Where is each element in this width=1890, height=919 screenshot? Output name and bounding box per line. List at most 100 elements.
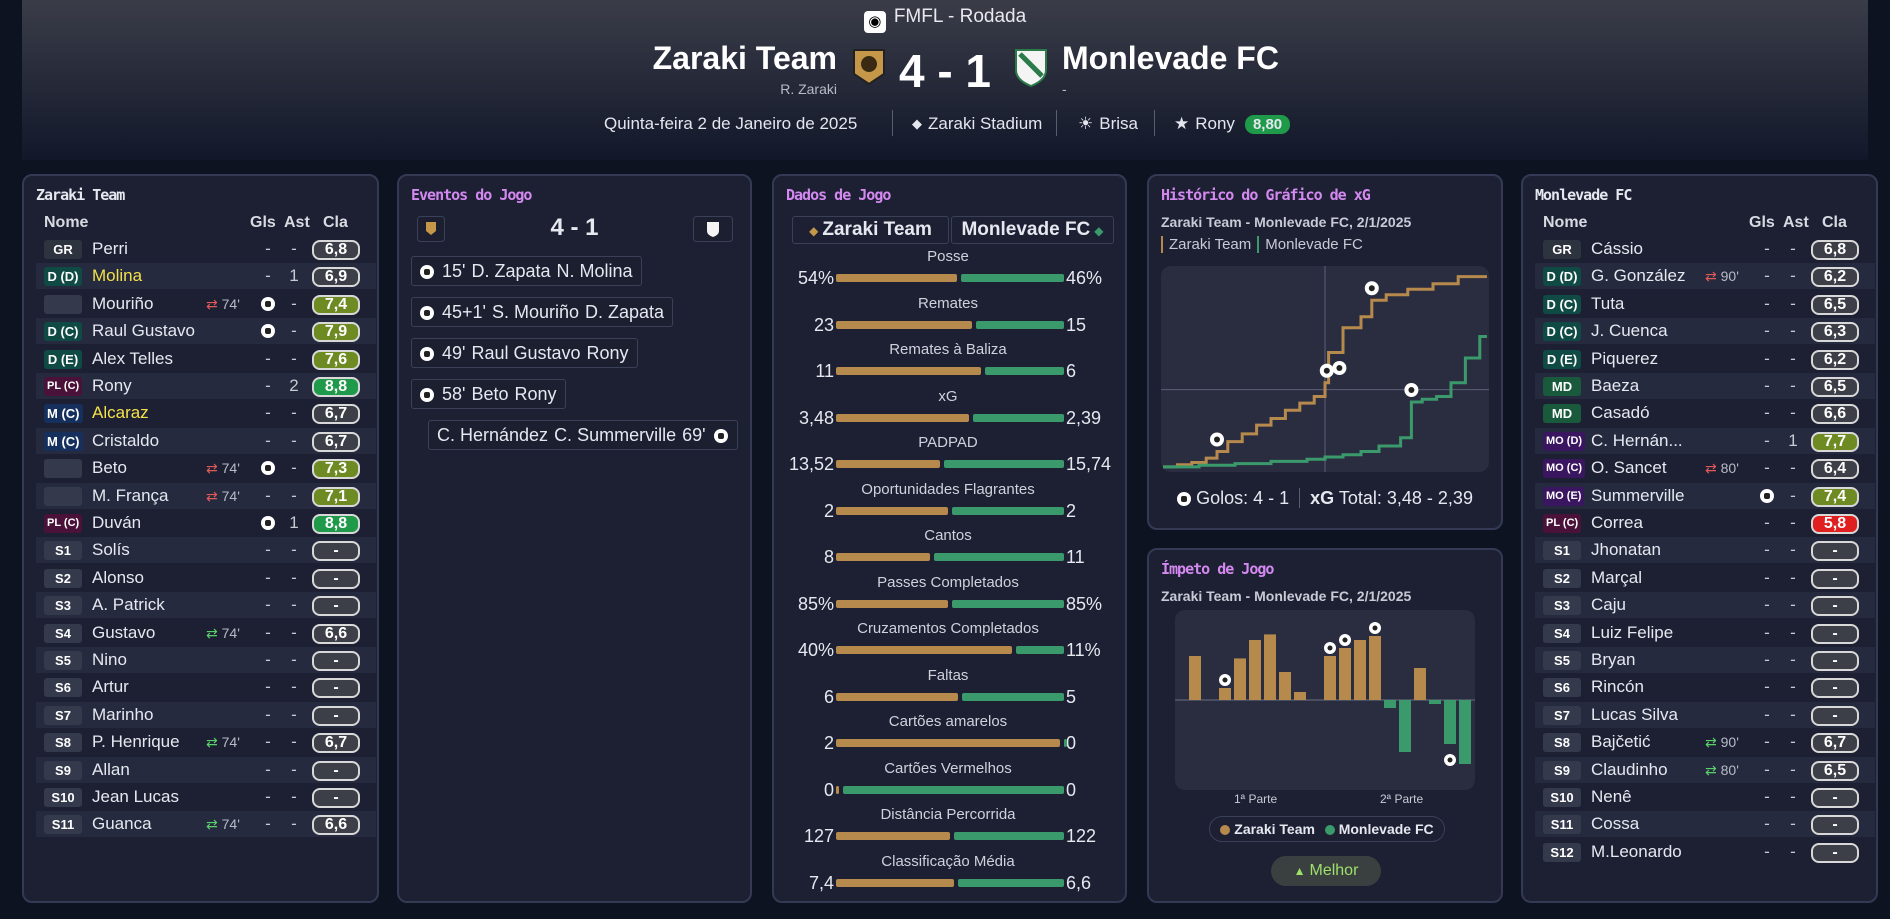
player-name[interactable]: Correa: [1591, 513, 1643, 532]
player-row[interactable]: D (D) Molina -1 6,9: [36, 263, 376, 290]
col-assists[interactable]: Ast: [1783, 214, 1809, 231]
player-name[interactable]: O. Sancet: [1591, 458, 1667, 478]
event-scorer[interactable]: D. Zapata: [471, 261, 551, 281]
player-row[interactable]: S5 Bryan - - -: [1535, 647, 1875, 673]
event-assist[interactable]: N. Molina: [556, 261, 633, 281]
player-name[interactable]: Summerville: [1591, 485, 1685, 505]
col-name[interactable]: Nome: [44, 214, 89, 231]
event-scorer[interactable]: Raul Gustavo: [471, 343, 581, 363]
player-name[interactable]: Alcaraz: [92, 403, 149, 423]
xg-chart[interactable]: [1161, 266, 1489, 472]
player-row[interactable]: S6 Rincón - - -: [1535, 674, 1875, 700]
player-name[interactable]: Jhonatan: [1591, 540, 1661, 560]
goal-event[interactable]: 49' Raul Gustavo Rony: [411, 338, 638, 368]
player-name[interactable]: Guanca: [92, 814, 152, 834]
player-name[interactable]: Nino: [92, 650, 127, 669]
player-name[interactable]: Caju: [1591, 595, 1626, 615]
player-name[interactable]: Luiz Felipe: [1591, 622, 1674, 642]
player-row[interactable]: MD Baeza - -6,5: [1535, 373, 1875, 399]
player-name[interactable]: Baeza: [1591, 376, 1640, 395]
player-row[interactable]: S8 Bajčetić ⇄ 90' - -6,7: [1535, 729, 1875, 755]
home-crest-icon[interactable]: [848, 46, 890, 88]
player-row[interactable]: MO (E) Summerville -7,4: [1535, 482, 1875, 509]
col-rating[interactable]: Cla: [323, 214, 348, 231]
player-row[interactable]: D (E) Piquerez - -6,2: [1535, 346, 1875, 372]
player-row[interactable]: S12 M.Leonardo - - -: [1535, 839, 1875, 865]
player-row[interactable]: S10 Nenê - - -: [1535, 784, 1875, 810]
stats-home-team[interactable]: ◆ Zaraki Team: [792, 216, 949, 244]
player-row[interactable]: S7 Marinho - - -: [36, 701, 376, 728]
momentum-chart[interactable]: [1175, 610, 1475, 790]
player-name[interactable]: Gustavo: [92, 622, 156, 642]
col-name[interactable]: Nome: [1543, 214, 1588, 231]
player-name[interactable]: Cossa: [1591, 814, 1640, 834]
event-assist[interactable]: D. Zapata: [585, 302, 665, 322]
player-name[interactable]: Alonso: [92, 567, 144, 587]
player-name[interactable]: Rincón: [1591, 677, 1644, 697]
col-goals[interactable]: Gls: [1749, 214, 1775, 231]
momentum-legend-away[interactable]: Monlevade FC: [1338, 821, 1434, 837]
player-row[interactable]: S2 Alonso - - -: [36, 565, 376, 591]
player-name[interactable]: Artur: [92, 677, 129, 697]
player-name[interactable]: Mouriño: [92, 293, 154, 313]
player-name[interactable]: Duván: [92, 513, 142, 532]
player-row[interactable]: S1 Jhonatan - - -: [1535, 537, 1875, 564]
player-name[interactable]: Rony: [92, 376, 132, 395]
player-row[interactable]: D (C) Raul Gustavo -7,9: [36, 318, 376, 345]
col-assists[interactable]: Ast: [284, 214, 310, 231]
player-row[interactable]: S2 Marçal - - -: [1535, 565, 1875, 591]
player-name[interactable]: J. Cuenca: [1591, 321, 1668, 341]
player-name[interactable]: Piquerez: [1591, 348, 1659, 368]
player-row[interactable]: S4 Luiz Felipe - - -: [1535, 620, 1875, 646]
goal-event[interactable]: C. Hernández C. Summerville 69': [428, 420, 738, 450]
player-row[interactable]: S1 Solís - - -: [36, 537, 376, 564]
col-rating[interactable]: Cla: [1822, 214, 1847, 231]
player-row[interactable]: D (C) J. Cuenca - -6,3: [1535, 318, 1875, 345]
player-row[interactable]: S7 Lucas Silva - - -: [1535, 701, 1875, 728]
player-name[interactable]: M. França: [92, 485, 169, 505]
player-name[interactable]: Alex Telles: [92, 348, 173, 368]
goal-event[interactable]: 15' D. Zapata N. Molina: [411, 256, 642, 286]
player-name[interactable]: Jean Lucas: [92, 787, 179, 806]
player-row[interactable]: S4 Gustavo ⇄ 74' - -6,6: [36, 620, 376, 646]
player-row[interactable]: S9 Allan - - -: [36, 756, 376, 783]
goal-event[interactable]: 58' Beto Rony: [411, 379, 566, 409]
player-row[interactable]: S6 Artur - - -: [36, 674, 376, 700]
player-row[interactable]: S3 A. Patrick - - -: [36, 592, 376, 619]
xg-legend-away[interactable]: Monlevade FC: [1257, 236, 1363, 253]
player-name[interactable]: Tuta: [1591, 293, 1625, 313]
player-row[interactable]: M (C) Alcaraz - -6,7: [36, 400, 376, 426]
player-row[interactable]: S9 Claudinho ⇄ 80' - -6,5: [1535, 756, 1875, 783]
player-name[interactable]: Claudinho: [1591, 759, 1668, 779]
player-row[interactable]: D (C) Tuta - -6,5: [1535, 291, 1875, 317]
player-name[interactable]: Perri: [92, 239, 128, 258]
best-button[interactable]: ▲ Melhor: [1271, 856, 1381, 886]
player-of-match[interactable]: ★ Rony 8,80: [1174, 112, 1291, 136]
goal-event[interactable]: 45+1' S. Mouriño D. Zapata: [411, 297, 674, 327]
event-scorer[interactable]: C. Summerville: [554, 425, 677, 445]
player-name[interactable]: Beto: [92, 458, 127, 478]
stats-away-team[interactable]: Monlevade FC ◆: [951, 216, 1114, 244]
player-name[interactable]: A. Patrick: [92, 595, 165, 615]
player-name[interactable]: Marçal: [1591, 567, 1643, 587]
player-name[interactable]: M.Leonardo: [1591, 841, 1682, 861]
event-assist[interactable]: Rony: [586, 343, 629, 363]
player-row[interactable]: S3 Caju - - -: [1535, 592, 1875, 619]
momentum-legend-home[interactable]: Zaraki Team: [1234, 821, 1315, 837]
col-goals[interactable]: Gls: [250, 214, 276, 231]
player-name[interactable]: Cristaldo: [92, 430, 160, 450]
player-row[interactable]: D (E) Alex Telles - -7,6: [36, 346, 376, 372]
player-name[interactable]: Bryan: [1591, 650, 1636, 669]
player-name[interactable]: Allan: [92, 759, 130, 779]
event-scorer[interactable]: S. Mouriño: [491, 302, 580, 322]
player-row[interactable]: Beto ⇄ 74' -7,3: [36, 455, 376, 481]
player-name[interactable]: Cássio: [1591, 239, 1643, 258]
player-row[interactable]: MD Casadó - -6,6: [1535, 400, 1875, 426]
player-name[interactable]: Casadó: [1591, 403, 1650, 423]
player-row[interactable]: GR Cássio - -6,8: [1535, 236, 1875, 262]
player-name[interactable]: P. Henrique: [92, 732, 180, 752]
player-row[interactable]: M (C) Cristaldo - -6,7: [36, 427, 376, 454]
player-row[interactable]: S11 Cossa - - -: [1535, 811, 1875, 838]
away-crest-icon[interactable]: [1010, 46, 1052, 88]
player-name[interactable]: Molina: [92, 266, 143, 286]
